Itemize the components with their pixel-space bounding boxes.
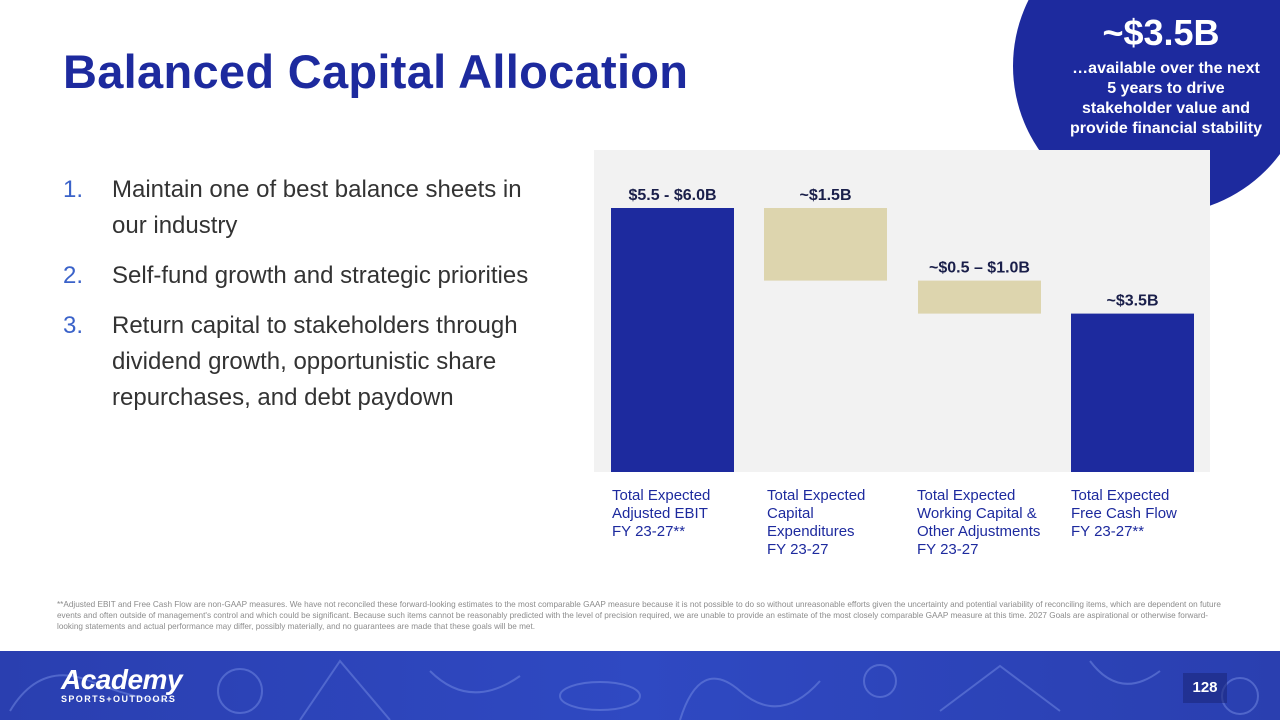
priority-text: Maintain one of best balance sheets in o…: [112, 176, 522, 239]
footer-pattern-illustration: [9, 659, 1259, 720]
category-line: Expenditures: [767, 523, 855, 540]
category-label: Total Expected Free Cash Flow FY 23-27**: [1071, 487, 1177, 541]
page-number: 128: [1183, 673, 1227, 703]
category-label: Total Expected Capital Expenditures FY 2…: [767, 487, 865, 559]
priority-item: 3. Return capital to stakeholders throug…: [63, 308, 533, 416]
priority-text: Return capital to stakeholders through d…: [112, 312, 518, 411]
priority-item: 2. Self-fund growth and strategic priori…: [63, 258, 533, 294]
category-line: Capital: [767, 505, 814, 522]
logo-tagline: SPORTS+OUTDOORS: [61, 694, 177, 704]
page-title: Balanced Capital Allocation: [63, 45, 689, 98]
logo-wordmark: Academy: [61, 664, 183, 695]
category-line: Total Expected: [767, 487, 866, 504]
category-line: FY 23-27**: [612, 523, 686, 540]
category-label: Total Expected Adjusted EBIT FY 23-27**: [612, 487, 710, 541]
priority-number: 1.: [63, 176, 84, 203]
category-line: Adjusted EBIT: [612, 505, 708, 522]
category-line: FY 23-27**: [1071, 523, 1145, 540]
badge-text: …available over the next 5 years to driv…: [1069, 60, 1263, 137]
category-line: Working Capital &: [917, 505, 1037, 522]
category-line: Total Expected: [1071, 487, 1170, 504]
priority-text: Self-fund growth and strategic prioritie…: [112, 262, 529, 289]
category-line: Total Expected: [917, 487, 1016, 504]
footer-banner: Academy SPORTS+OUTDOORS 128: [0, 651, 1280, 720]
category-line: Other Adjustments: [917, 523, 1041, 540]
academy-logo: Academy SPORTS+OUTDOORS: [61, 664, 183, 705]
category-line: FY 23-27: [917, 541, 979, 558]
footnote: **Adjusted EBIT and Free Cash Flow are n…: [57, 600, 1221, 632]
category-line: Free Cash Flow: [1071, 505, 1177, 522]
priority-number: 2.: [63, 262, 84, 289]
badge-amount: ~$3.5B: [1102, 12, 1220, 53]
priority-item: 1. Maintain one of best balance sheets i…: [63, 172, 533, 244]
category-line: Total Expected: [612, 487, 711, 504]
chart-background: [594, 150, 1210, 472]
priority-number: 3.: [63, 312, 84, 339]
priorities-list: 1. Maintain one of best balance sheets i…: [63, 172, 533, 430]
category-label: Total Expected Working Capital & Other A…: [917, 487, 1040, 559]
category-line: FY 23-27: [767, 541, 829, 558]
